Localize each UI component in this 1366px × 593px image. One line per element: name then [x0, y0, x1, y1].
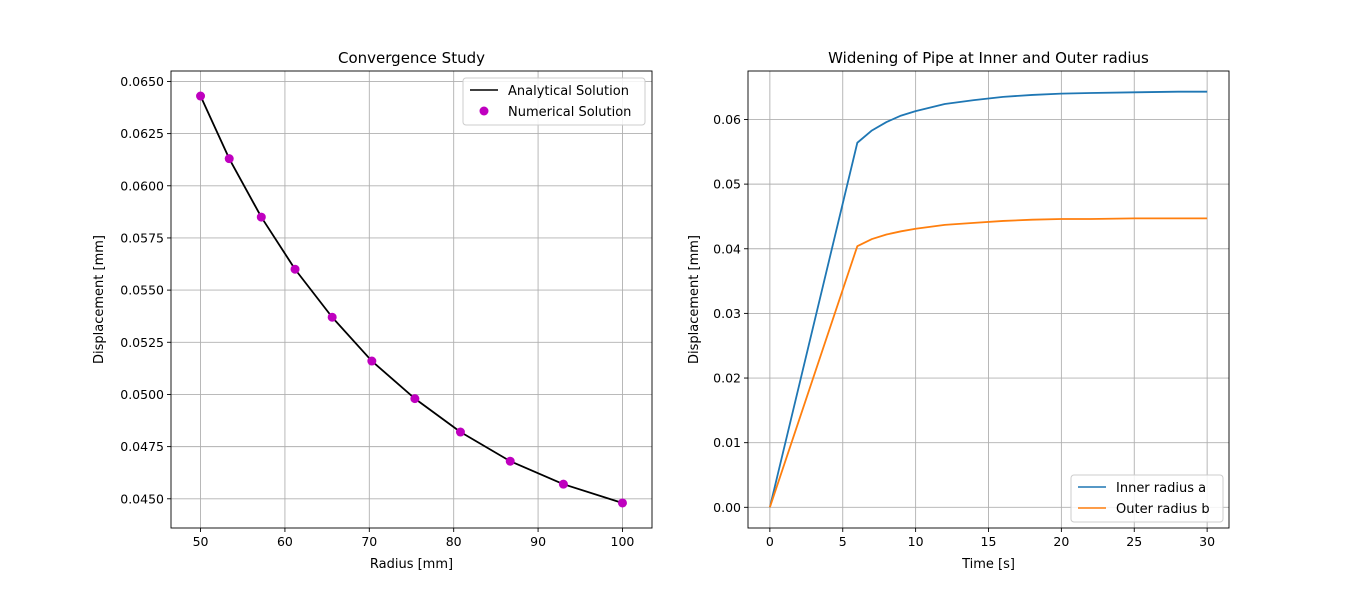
y-tick-label: 0.02	[713, 371, 741, 386]
legend: Inner radius a Outer radius b	[1070, 474, 1224, 523]
scatter-point	[455, 427, 465, 437]
scatter-point	[558, 479, 568, 489]
x-tick-label: 30	[1199, 534, 1215, 549]
y-tick-label: 0.0650	[120, 74, 164, 89]
x-tick-label: 50	[193, 534, 209, 549]
scatter-point	[196, 91, 206, 101]
x-axis-label: Radius [mm]	[370, 557, 453, 572]
x-tick-label: 5	[839, 534, 847, 549]
grid-lines	[748, 71, 1229, 528]
chart-title: Widening of Pipe at Inner and Outer radi…	[828, 49, 1149, 67]
y-tick-label: 0.0625	[120, 126, 164, 141]
series-line-0	[199, 95, 623, 504]
x-tick-label: 80	[446, 534, 462, 549]
ticks: 50 60 70 80 90 100 0.0450 0.0475 0.0500 0.0525 0.0…	[120, 74, 634, 549]
legend-marker-numerical	[479, 106, 489, 116]
x-tick-label: 20	[1053, 534, 1069, 549]
ticks: 0 5 10 15 20 25 30 0.00 0.01 0.02 0.03 0.04 0.05 0.06	[713, 112, 1215, 549]
scatter-point	[410, 394, 420, 404]
chart-convergence-study: Convergence Study 50 60 70 80 90 100 0.0450 0.0…	[92, 49, 653, 572]
series-marks	[768, 90, 1208, 508]
y-tick-label: 0.0575	[120, 230, 164, 245]
chart-pipe-widening: Widening of Pipe at Inner and Outer radi…	[687, 49, 1230, 572]
grid-lines	[171, 71, 652, 528]
x-tick-label: 15	[981, 534, 997, 549]
y-tick-label: 0.0475	[120, 439, 164, 454]
legend-box	[1070, 474, 1224, 523]
x-tick-label: 0	[766, 534, 774, 549]
y-tick-label: 0.06	[713, 112, 741, 127]
y-axis-label: Displacement [mm]	[92, 235, 107, 364]
scatter-point	[256, 212, 266, 222]
y-axis-label: Displacement [mm]	[687, 235, 702, 364]
series-line-0	[768, 90, 1208, 508]
y-tick-label: 0.0525	[120, 335, 164, 350]
scatter-point	[367, 356, 377, 366]
y-tick-label: 0.0550	[120, 283, 164, 298]
legend-label-numerical: Numerical Solution	[508, 105, 631, 120]
y-tick-label: 0.0450	[120, 491, 164, 506]
y-tick-label: 0.01	[713, 435, 741, 450]
y-tick-label: 0.04	[713, 241, 741, 256]
x-tick-label: 70	[361, 534, 377, 549]
y-tick-label: 0.0500	[120, 387, 164, 402]
x-tick-label: 90	[530, 534, 546, 549]
y-tick-label: 0.03	[713, 306, 741, 321]
x-tick-label: 10	[908, 534, 924, 549]
scatter-point	[290, 264, 300, 274]
x-axis-label: Time [s]	[961, 557, 1015, 572]
legend-label-inner: Inner radius a	[1116, 481, 1206, 496]
y-tick-label: 0.05	[713, 177, 741, 192]
chart-title: Convergence Study	[338, 49, 485, 67]
scatter-point	[224, 154, 234, 164]
scatter-point	[505, 456, 515, 466]
y-tick-label: 0.0600	[120, 178, 164, 193]
x-tick-label: 100	[611, 534, 635, 549]
series-line-1	[769, 217, 1208, 508]
x-tick-label: 60	[277, 534, 293, 549]
x-tick-label: 25	[1126, 534, 1142, 549]
legend-label-outer: Outer radius b	[1116, 502, 1210, 517]
y-tick-label: 0.00	[713, 500, 741, 515]
legend-label-analytical: Analytical Solution	[508, 84, 629, 99]
legend: Analytical Solution Numerical Solution	[462, 77, 646, 126]
legend-box	[462, 77, 646, 126]
series-marks	[196, 91, 627, 508]
scatter-point	[327, 312, 337, 322]
scatter-point	[617, 498, 627, 508]
plot-frame	[170, 70, 653, 529]
